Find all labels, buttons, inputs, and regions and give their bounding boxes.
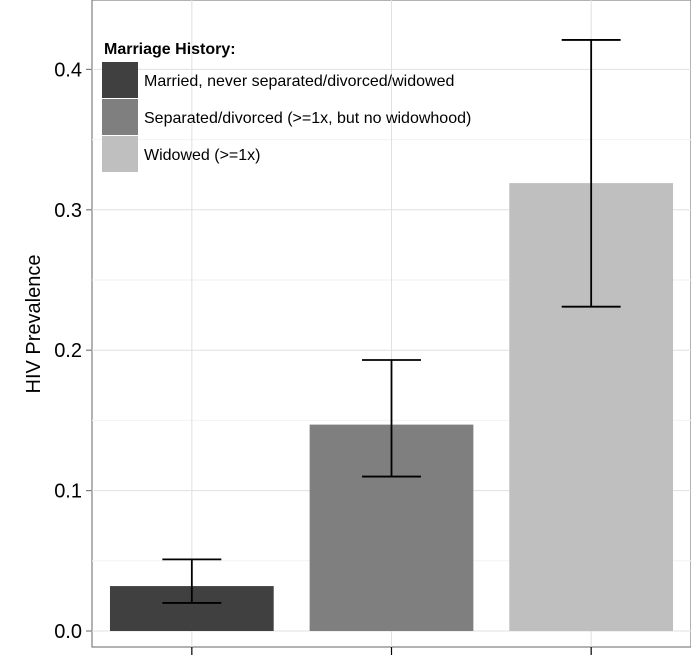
y-axis-title: HIV Prevalence (23, 255, 45, 394)
legend-swatch-married (102, 62, 138, 98)
error-bar-1 (362, 359, 421, 478)
y-tick-label: 0.3 (54, 200, 82, 222)
error-bar-0 (162, 558, 222, 604)
legend-label-widowed: Widowed (>=1x) (144, 147, 261, 164)
legend: Marriage History: Married, never separat… (102, 41, 471, 172)
error-bar-2 (561, 39, 621, 308)
legend-swatch-widowed (102, 136, 138, 172)
error-bars (162, 39, 621, 604)
legend-label-married: Married, never separated/divorced/widowe… (144, 73, 454, 90)
legend-label-separated: Separated/divorced (>=1x, but no widowho… (144, 110, 471, 127)
legend-title: Marriage History: (104, 41, 236, 58)
y-tick-label: 0.0 (54, 621, 82, 643)
y-axis: 0.0 0.1 0.2 0.3 0.4 (54, 59, 92, 643)
y-tick-label: 0.4 (54, 59, 82, 81)
x-axis (191, 647, 592, 655)
y-tick-label: 0.1 (54, 481, 82, 503)
legend-swatch-separated (102, 99, 138, 135)
y-tick-label: 0.2 (54, 340, 82, 362)
